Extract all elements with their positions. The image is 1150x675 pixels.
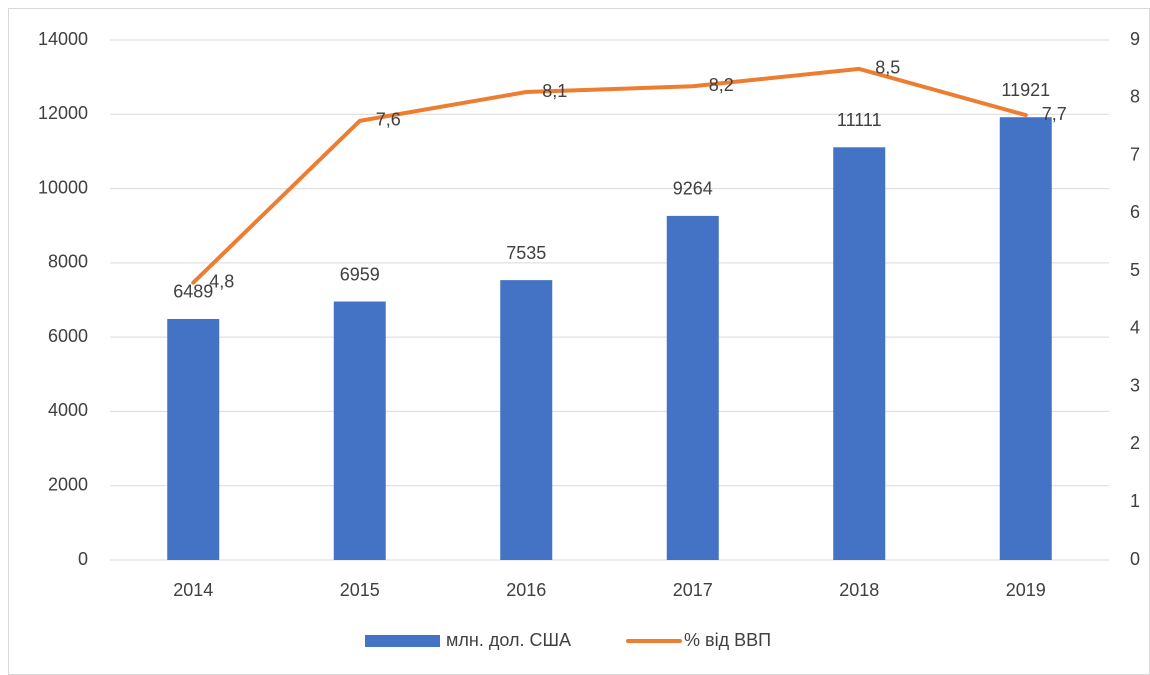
line	[191, 66, 1028, 285]
line-value-label: 4,8	[209, 271, 234, 291]
bar	[333, 301, 386, 560]
y2-tick-label: 6	[1130, 202, 1140, 222]
line-value-label: 8,1	[542, 81, 567, 101]
line-value-label: 8,5	[875, 58, 900, 78]
legend-label: млн. дол. США	[446, 630, 571, 650]
bar	[500, 280, 553, 560]
y2-tick-label: 4	[1130, 318, 1140, 338]
y-tick-label: 6000	[48, 326, 88, 346]
line-value-label: 7,7	[1042, 104, 1067, 124]
y2-tick-label: 3	[1130, 375, 1140, 395]
y-tick-label: 4000	[48, 400, 88, 420]
x-tick-label: 2014	[173, 580, 213, 600]
bar	[666, 215, 719, 560]
x-tick-label: 2019	[1006, 580, 1046, 600]
y2-tick-label: 9	[1130, 29, 1140, 49]
y2-tick-label: 5	[1130, 260, 1140, 280]
bar-value-label: 11111	[837, 110, 882, 130]
y2-tick-label: 8	[1130, 87, 1140, 107]
x-tick-label: 2017	[673, 580, 713, 600]
y2-tick-label: 7	[1130, 144, 1140, 164]
bar	[999, 117, 1052, 560]
bar-value-label: 9264	[673, 179, 713, 199]
x-tick-label: 2016	[506, 580, 546, 600]
bar-value-label: 6489	[173, 282, 213, 302]
bar	[167, 318, 220, 560]
x-tick-label: 2015	[340, 580, 380, 600]
y-tick-label: 2000	[48, 474, 88, 494]
y-tick-label: 10000	[38, 177, 88, 197]
y-tick-label: 12000	[38, 103, 88, 123]
legend-swatch	[365, 635, 440, 647]
bar	[833, 147, 886, 560]
legend-label: % від ВВП	[684, 630, 771, 650]
y2-tick-label: 2	[1130, 433, 1140, 453]
y2-tick-label: 0	[1130, 549, 1140, 569]
y-tick-label: 14000	[38, 29, 88, 49]
bar-value-label: 6959	[340, 264, 380, 284]
line-value-label: 7,6	[376, 110, 401, 130]
bar-value-label: 7535	[506, 243, 546, 263]
line-value-label: 8,2	[709, 75, 734, 95]
y2-tick-label: 1	[1130, 491, 1140, 511]
y-tick-label: 0	[78, 549, 88, 569]
bar-value-label: 11921	[1001, 80, 1050, 100]
x-tick-label: 2018	[839, 580, 879, 600]
y-tick-label: 8000	[48, 252, 88, 272]
